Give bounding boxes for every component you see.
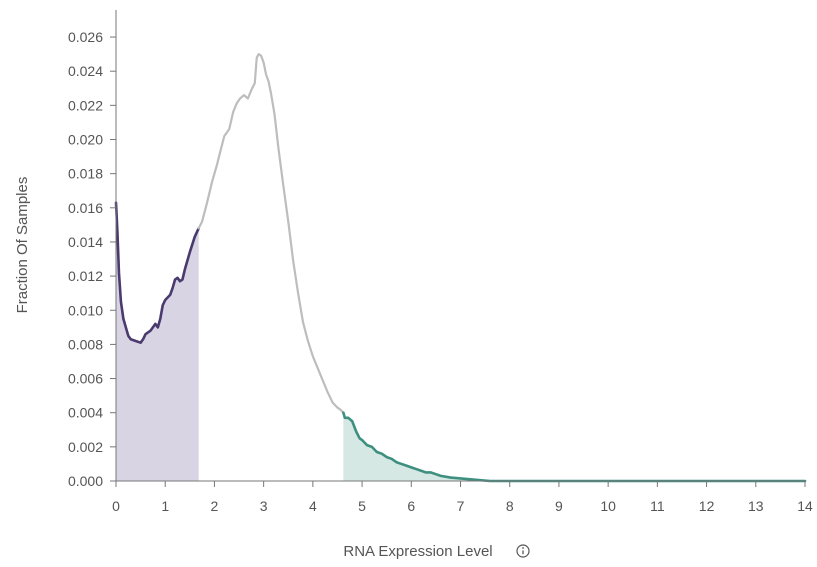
y-tick-label: 0.002 bbox=[68, 439, 103, 455]
x-tick-label: 12 bbox=[699, 498, 715, 514]
series-line-low bbox=[114, 201, 200, 344]
x-tick-label: 1 bbox=[161, 498, 169, 514]
y-tick-label: 0.008 bbox=[68, 336, 103, 352]
x-tick-label: 2 bbox=[211, 498, 219, 514]
x-tick-label: 5 bbox=[358, 498, 366, 514]
info-circle-icon[interactable] bbox=[516, 544, 530, 558]
x-tick-label: 13 bbox=[748, 498, 764, 514]
x-tick-label: 14 bbox=[797, 498, 813, 514]
x-tick-label: 0 bbox=[112, 498, 120, 514]
y-tick-label: 0.004 bbox=[68, 405, 103, 421]
y-tick-label: 0.014 bbox=[68, 234, 103, 250]
y-tick-label: 0.000 bbox=[68, 473, 103, 489]
y-tick-label: 0.024 bbox=[68, 63, 103, 79]
x-tick-label: 3 bbox=[260, 498, 268, 514]
y-tick-label: 0.026 bbox=[68, 29, 103, 45]
x-axis-title: RNA Expression Level bbox=[343, 543, 492, 560]
x-tick-label: 6 bbox=[407, 498, 415, 514]
y-tick-label: 0.010 bbox=[68, 302, 103, 318]
axes: 0.000 0.002 0.004 0.006 0.008 0.010 0.012 0.014… bbox=[68, 10, 813, 514]
shaded-area-high bbox=[343, 412, 805, 481]
x-tick-label: 9 bbox=[555, 498, 563, 514]
y-tick-label: 0.020 bbox=[68, 132, 103, 148]
y-tick-label: 0.016 bbox=[68, 200, 103, 216]
y-tick-label: 0.018 bbox=[68, 166, 103, 182]
x-tick-label: 8 bbox=[506, 498, 514, 514]
y-tick-label: 0.012 bbox=[68, 268, 103, 284]
x-axis-title-group: RNA Expression Level bbox=[343, 543, 530, 560]
shaded-areas bbox=[116, 202, 805, 481]
series-line-mid bbox=[197, 53, 345, 414]
x-tick-label: 11 bbox=[650, 498, 665, 514]
x-tick-label: 4 bbox=[309, 498, 317, 514]
x-tick-label: 7 bbox=[457, 498, 465, 514]
y-axis-title: Fraction Of Samples bbox=[14, 177, 31, 314]
y-tick-label: 0.006 bbox=[68, 371, 103, 387]
series-lines bbox=[114, 53, 807, 483]
x-tick-label: 10 bbox=[600, 498, 616, 514]
shaded-area-low bbox=[116, 202, 199, 481]
y-tick-label: 0.022 bbox=[68, 97, 103, 113]
